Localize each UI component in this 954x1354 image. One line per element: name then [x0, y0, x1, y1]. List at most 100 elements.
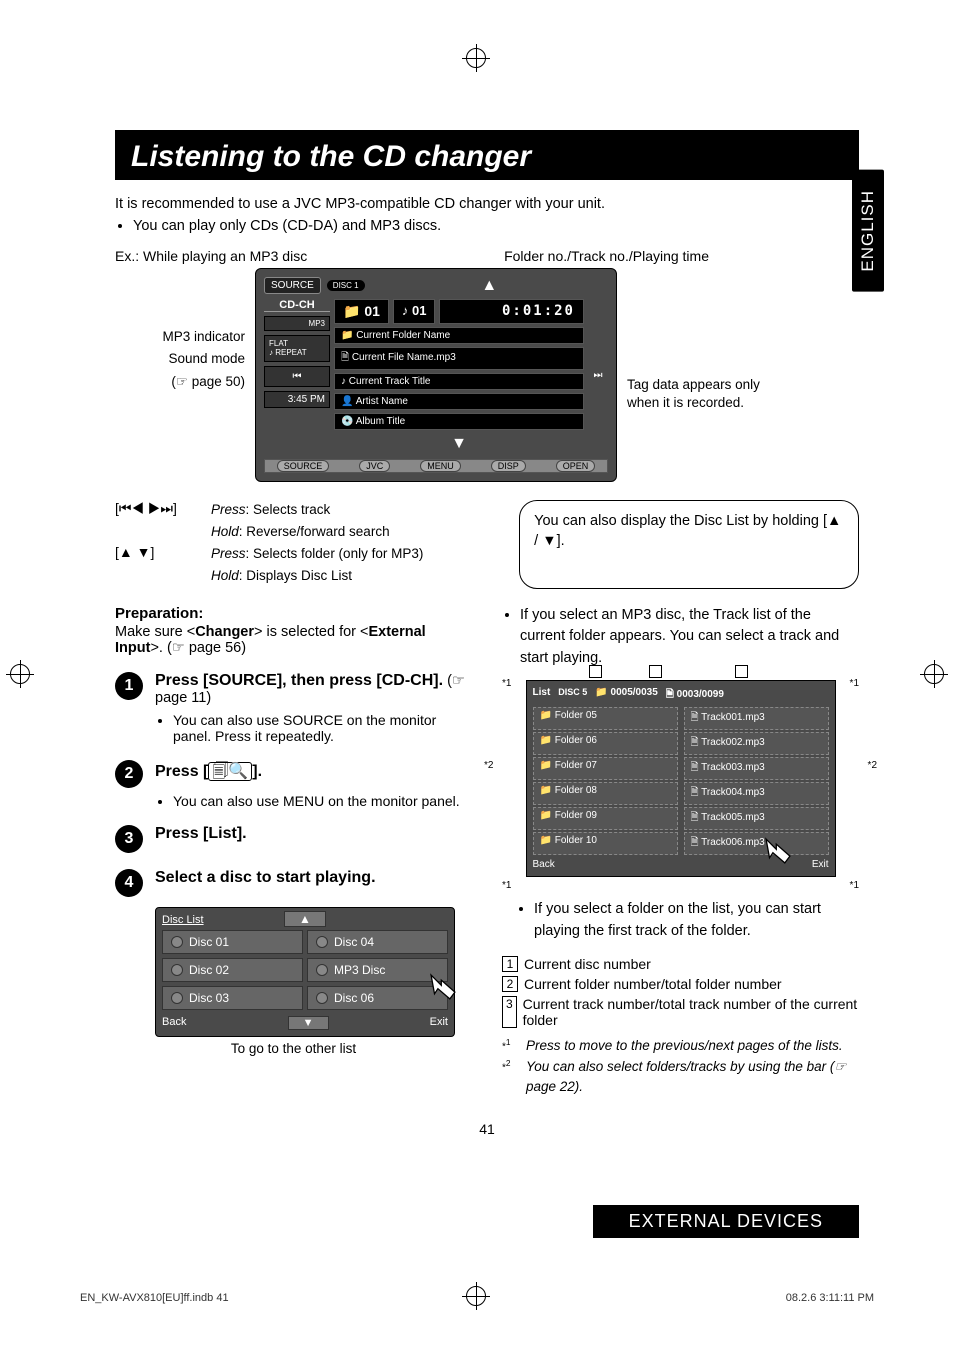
label-mp3: MP3 indicator [115, 326, 245, 349]
ctl-sym-2: [▲ ▼] [115, 544, 195, 564]
btn-disp: DISP [491, 460, 526, 472]
example-label: Ex.: While playing an MP3 disc [115, 248, 307, 264]
device-buttons: SOURCE JVC MENU DISP OPEN [264, 459, 608, 473]
tip-box: You can also display the Disc List by ho… [519, 500, 859, 589]
controls-table: [⏮◀ ▶⏭] Press: Selects track Hold: Rever… [115, 500, 439, 589]
source-tag: SOURCE [264, 277, 321, 294]
legend-3-num: 3 [502, 996, 517, 1028]
disc-list-screenshot: Disc List ▲ Disc 01 Disc 04 Disc 02 MP3 … [155, 907, 455, 1037]
track-row: 🗎 Track002.mp3 [684, 732, 829, 755]
cdch-label: CD-CH [264, 299, 330, 312]
ctl-sym-1: [⏮◀ ▶⏭] [115, 500, 195, 520]
page-title: Listening to the CD changer [115, 130, 859, 180]
footnote-1-sup: *1 [502, 1036, 522, 1056]
preparation-heading: Preparation: [115, 605, 472, 622]
mode-box: FLAT♪ REPEAT [264, 335, 330, 362]
preparation-text: Make sure <Changer> is selected for <Ext… [115, 624, 472, 656]
down-btn: ▼ [288, 1016, 329, 1030]
footnote-2-sup: *2 [502, 1057, 522, 1098]
track-list-screenshot: 1 2 3 List DISC 5 📁 0005/0035 🗎 0003/009… [526, 680, 836, 877]
track-row: 🗎 Track003.mp3 [684, 757, 829, 780]
folder-no: 📁 01 [334, 299, 389, 324]
step-4-num: 4 [115, 869, 143, 897]
footer-left: EN_KW-AVX810[EU]ff.indb 41 [80, 1292, 229, 1304]
track-row: 🗎 Track005.mp3 [684, 807, 829, 830]
mp3-badge: MP3 [264, 316, 330, 331]
label-ref: (☞ page 50) [115, 371, 245, 394]
tl-exit: Exit [812, 859, 829, 870]
exit-btn: Exit [430, 1016, 448, 1030]
album-title: 💿 Album Title [334, 413, 584, 430]
step-2-num: 2 [115, 760, 143, 788]
tag-note: Tag data appears only when it is recorde… [627, 376, 767, 414]
sub-bullet: If you select a folder on the list, you … [534, 899, 859, 943]
ctl-d1a: : Selects track [246, 502, 331, 517]
disc-item: Disc 01 [162, 930, 303, 954]
folder-row: 📁 Folder 05 [533, 707, 678, 730]
step-3-title: Press [List]. [155, 825, 247, 842]
legend-1-num: 1 [502, 956, 518, 972]
folder-row: 📁 Folder 10 [533, 832, 678, 855]
disc-tag: DISC 1 [327, 280, 365, 291]
page-number: 41 [115, 1121, 859, 1137]
star1-tl: *1 [502, 678, 511, 689]
btn-source: SOURCE [277, 460, 330, 472]
intro-bullet: You can play only CDs (CD-DA) and MP3 di… [133, 216, 859, 238]
up-arrow: ▲ [481, 277, 497, 295]
down-arrow: ▼ [334, 435, 584, 453]
btn-menu: MENU [420, 460, 461, 472]
star2-r: *2 [868, 760, 877, 771]
star1-br: *1 [850, 880, 859, 891]
hold-label: Hold [211, 524, 239, 539]
player-screenshot: SOURCE DISC 1 ▲ CD-CH MP3 FLAT♪ REPEAT ⏮… [255, 268, 617, 482]
star1-bl: *1 [502, 880, 511, 891]
left-annotations: MP3 indicator Sound mode (☞ page 50) [115, 326, 245, 395]
folder-row: 📁 Folder 08 [533, 782, 678, 805]
callout-2: 2 [649, 665, 663, 678]
intro-text: It is recommended to use a JVC MP3-compa… [115, 194, 859, 216]
step-3-num: 3 [115, 825, 143, 853]
footnote-1: Press to move to the previous/next pages… [526, 1036, 859, 1056]
disc-list-caption: To go to the other list [115, 1041, 472, 1056]
callout-3: 3 [735, 665, 749, 678]
star2-l: *2 [484, 760, 493, 771]
folder-row: 📁 Folder 09 [533, 807, 678, 830]
press-label2: Press [211, 546, 246, 561]
file-name: 🗎 Current File Name.mp3 [334, 347, 584, 370]
press-label: Press [211, 502, 246, 517]
btn-jvc: JVC [359, 460, 390, 472]
step-1-num: 1 [115, 672, 143, 700]
disc-item: Disc 04 [307, 930, 448, 954]
track-row: 🗎 Track004.mp3 [684, 782, 829, 805]
star1-tr: *1 [850, 678, 859, 689]
language-tab: ENGLISH [852, 170, 884, 292]
disc-item: Disc 02 [162, 958, 303, 982]
track-no: ♪ 01 [393, 299, 436, 324]
list-label: List [533, 687, 551, 704]
back-btn: Back [162, 1016, 186, 1030]
tl-back: Back [533, 859, 555, 870]
footer-right: 08.2.6 3:11:11 PM [786, 1292, 874, 1304]
folder-row: 📁 Folder 06 [533, 732, 678, 755]
right-intro: If you select an MP3 disc, the Track lis… [520, 605, 859, 670]
step-4-title: Select a disc to start playing. [155, 869, 376, 886]
footnote-2: You can also select folders/tracks by us… [526, 1057, 859, 1098]
up-btn: ▲ [162, 912, 448, 926]
folder-name: 📁 Current Folder Name [334, 327, 584, 344]
ctl-d2b: : Displays Disc List [239, 568, 352, 583]
play-time: 0:01:20 [439, 299, 584, 324]
artist-name: 👤 Artist Name [334, 393, 584, 410]
btn-open: OPEN [556, 460, 596, 472]
ctl-d2a: : Selects folder (only for MP3) [246, 546, 424, 561]
skip-next: ⏭ [588, 299, 608, 453]
hold-label2: Hold [211, 568, 239, 583]
disc-item: Disc 03 [162, 986, 303, 1010]
pointer-icon [426, 970, 460, 1004]
track-row: 🗎 Track001.mp3 [684, 707, 829, 730]
track-count: 0003/0099 [677, 689, 724, 700]
step-2-title: Press [🗐🔍]. [155, 762, 262, 781]
track-row: 🗎 Track006.mp3 [684, 832, 829, 855]
callout-1: 1 [589, 665, 603, 678]
clock: 3:45 PM [264, 391, 330, 408]
folder-row: 📁 Folder 07 [533, 757, 678, 780]
